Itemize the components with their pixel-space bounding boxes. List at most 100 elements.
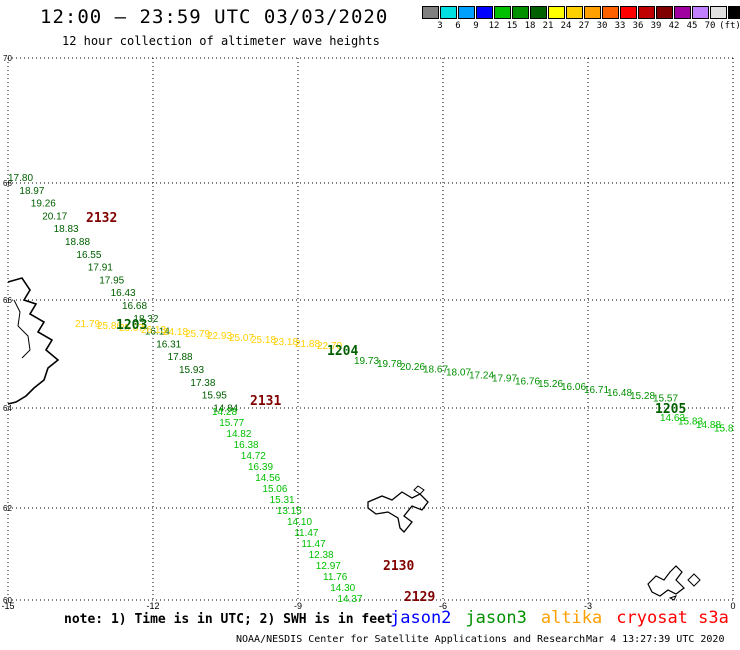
- legend-label: 30: [596, 21, 608, 31]
- obs-value: 15.93: [179, 365, 204, 376]
- y-tick-label: 60: [3, 596, 12, 605]
- obs-value: 15.77: [219, 418, 244, 429]
- legend-swatch: [422, 6, 439, 19]
- satellite-legend: jason2 jason3 altika cryosat s3a: [390, 608, 740, 628]
- obs-value: 15.28: [630, 391, 655, 402]
- legend-swatch: [656, 6, 673, 19]
- obs-value: 17.88: [168, 352, 193, 363]
- obs-value: 16.48: [607, 388, 632, 399]
- obs-value: 23.18: [273, 337, 298, 348]
- obs-value: 16.39: [248, 462, 273, 473]
- legend-label: 33: [614, 21, 626, 31]
- y-tick-label: 70: [3, 54, 12, 63]
- legend-swatch: [458, 6, 475, 19]
- x-tick-label: -6: [439, 601, 447, 611]
- obs-value: 14.72: [241, 451, 266, 462]
- legend-label: 36: [632, 21, 644, 31]
- obs-value: 17.97: [492, 373, 517, 384]
- legend-swatch: [620, 6, 637, 19]
- obs-value: 14.56: [255, 473, 280, 484]
- obs-value: 18.88: [65, 237, 90, 248]
- iceland-coastline: [7, 277, 60, 405]
- obs-value: 25.07: [229, 333, 254, 344]
- obs-value: 25.18: [251, 335, 276, 346]
- obs-value: 12.38: [309, 550, 334, 561]
- shetland-islands: [647, 565, 685, 597]
- obs-value: 14.37: [337, 594, 362, 605]
- obs-value: 22.70: [317, 341, 342, 352]
- x-tick-label: -9: [294, 601, 302, 611]
- legend-swatch: [548, 6, 565, 19]
- pass-id-label: 2130: [383, 559, 414, 574]
- x-tick-label: 0: [730, 601, 735, 611]
- axis-ticks: -15 -12 -9 -6 -3 0 70 68 66 64 62 60: [1, 54, 735, 611]
- legend-label: 45: [686, 21, 698, 31]
- obs-value: 25.86: [97, 321, 122, 332]
- obs-value: 16.14: [145, 327, 170, 338]
- obs-value: 20.26: [400, 362, 425, 373]
- obs-value: 25.79: [185, 329, 210, 340]
- obs-value: 15.57: [653, 394, 678, 405]
- obs-value: 16.71: [584, 385, 609, 396]
- obs-value: 25.07: [119, 323, 144, 334]
- obs-value: 18.83: [54, 224, 79, 235]
- obs-value: 15.95: [202, 391, 227, 402]
- pass-id-label: 2131: [250, 394, 281, 409]
- obs-value: 16.76: [515, 376, 540, 387]
- obs-value: 14.28: [212, 407, 237, 418]
- satellite-name: jason3: [465, 608, 527, 628]
- faroe-islet: [413, 485, 425, 495]
- obs-value: 15.06: [262, 484, 287, 495]
- page-title: 12:00 – 23:59 UTC 03/03/2020: [40, 6, 389, 28]
- iceland-fjords: [13, 299, 31, 359]
- obs-value: 14.10: [287, 517, 312, 528]
- obs-value: 14.63: [660, 413, 685, 424]
- obs-value: 14.30: [330, 583, 355, 594]
- legend-label: 18: [524, 21, 536, 31]
- obs-value: 19.26: [31, 199, 56, 210]
- obs-value: 17.24: [469, 371, 494, 382]
- pass-labels: 2132 2131 1203 1204 1205 2130 2129: [86, 211, 686, 605]
- obs-value: 15.8: [714, 424, 734, 435]
- legend-unit: (ft): [719, 21, 740, 31]
- legend-swatch: [530, 6, 547, 19]
- legend-swatch: [476, 6, 493, 19]
- obs-value: 16.38: [234, 440, 259, 451]
- land-outlines: [7, 277, 701, 601]
- obs-value: 21.79: [75, 319, 100, 330]
- y-tick-label: 64: [3, 404, 12, 413]
- legend-swatch: [566, 6, 583, 19]
- obs-value: 22.93: [207, 331, 232, 342]
- obs-value: 19.78: [377, 359, 402, 370]
- obs-value: 18.97: [19, 186, 44, 197]
- satellite-name: altika: [540, 608, 603, 628]
- obs-value: 17.95: [99, 275, 124, 286]
- timestamp: Mar 4 13:27:39 UTC 2020: [586, 634, 725, 645]
- legend-swatch: [512, 6, 529, 19]
- obs-value: 14.82: [226, 429, 251, 440]
- pass-id-label: 1203: [116, 318, 147, 333]
- obs-value: 11.47: [294, 528, 319, 539]
- legend-label: 6: [455, 21, 461, 31]
- obs-value: 20.17: [42, 211, 67, 222]
- legend-label: 21: [542, 21, 554, 31]
- color-legend: 3 6 9 12 15 18 21 24 27 30 33 36 39 42 45 70 (ft): [422, 6, 740, 31]
- obs-value: 26.13: [141, 325, 166, 336]
- obs-value: 17.91: [88, 263, 113, 274]
- faroe-islands: [367, 491, 429, 533]
- map-grid: [7, 57, 734, 601]
- obs-value: 13.15: [277, 506, 302, 517]
- legend-swatch: [710, 6, 727, 19]
- legend-swatch: [584, 6, 601, 19]
- obs-value: 11.76: [323, 572, 348, 583]
- legend-label: 70: [704, 21, 716, 31]
- obs-value: 16.55: [76, 250, 101, 261]
- legend-label: 15: [506, 21, 518, 31]
- obs-value: 11.47: [301, 539, 326, 550]
- legend-swatch: [602, 6, 619, 19]
- obs-value: 15.31: [270, 495, 295, 506]
- legend-label: 12: [488, 21, 500, 31]
- pass-id-label: 2129: [404, 590, 435, 605]
- legend-swatch: [440, 6, 457, 19]
- obs-value: 19.73: [354, 356, 379, 367]
